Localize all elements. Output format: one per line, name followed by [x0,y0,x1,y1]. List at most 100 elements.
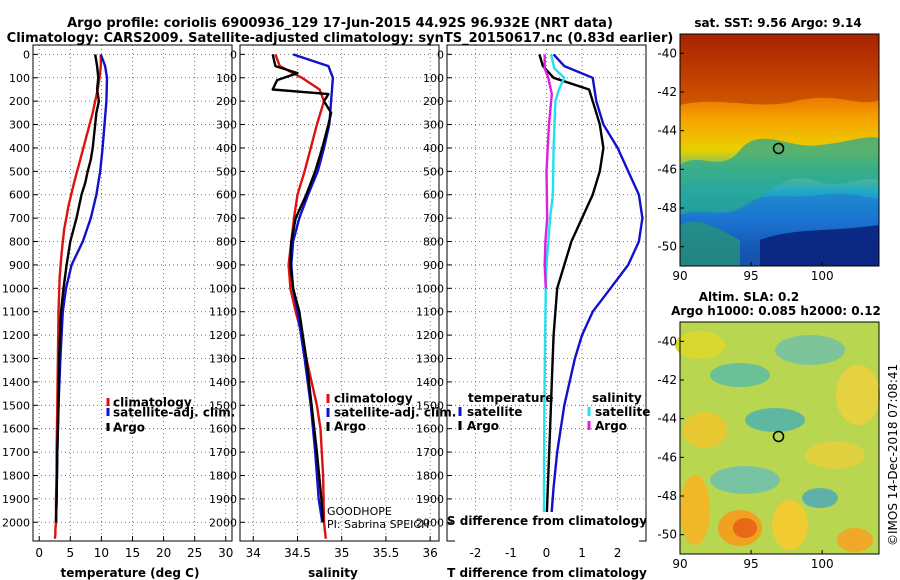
lat-tick-label: -50 [657,528,677,542]
y-tick-label: 600 [9,189,30,202]
legend-label-temperature-satellite: satellite [467,405,522,419]
lon-tick-label: 90 [672,269,687,283]
y-tick-label: 1800 [209,469,237,482]
y-tick-label: 700 [9,212,30,225]
temperature-series [53,53,109,539]
y-tick-label: 600 [216,189,237,202]
legend-label-satellite: satellite-adj. clim. [113,406,235,420]
x-tick-label: 34 [246,546,261,560]
y-tick-label: 0 [437,48,444,61]
y-tick-label: 400 [216,142,237,155]
legend-label-salinity-argo: Argo [595,419,627,433]
temperature-xlabel: temperature (deg C) [61,566,200,580]
x-tick-label: 34.5 [284,546,311,560]
temperature-legend: climatology satellite-adj. clim. Argo [106,396,235,435]
salinity-grid [240,45,439,541]
y-tick-label: 300 [9,119,30,132]
temperature-grid [33,45,232,541]
temperature-y-ticks: 0 100 200 300 400 500 600 700 800 900 1000 1100 1200… [2,48,38,529]
y-tick-label: 1700 [2,446,30,459]
y-tick-label: 700 [216,212,237,225]
x-tick-label: -1 [505,546,517,560]
sla-map-panel: Altim. SLA: 0.2 Argo h1000: 0.085 h2000:… [657,290,881,571]
y-tick-label: 1900 [209,493,237,506]
y-tick-label: 1600 [209,423,237,436]
salinity-axes-frame [239,44,440,542]
series-line [271,54,333,523]
salinity-series [271,53,335,539]
lat-tick-label: -50 [657,240,677,254]
sla-blob [683,412,727,448]
sla-blob [836,365,880,425]
y-tick-label: 1200 [209,329,237,342]
sst-warm-region [680,34,879,105]
y-tick-label: 500 [423,165,444,178]
y-tick-label: 2000 [416,516,444,529]
y-tick-label: 500 [9,165,30,178]
y-tick-label: 1300 [209,353,237,366]
legend-label-climatology: climatology [113,396,192,410]
lat-tick-label: -44 [657,412,677,426]
y-tick-label: 1600 [2,423,30,436]
sst-green-patch [680,221,740,266]
sla-blob [802,488,838,508]
series-line [543,54,553,289]
difference-panel: 0100200300400500600700800900100011001200… [416,44,650,580]
sst-lat-ticks: -40 -42 -44 -46 -48 -50 [657,46,684,254]
y-tick-label: 1500 [416,399,444,412]
series-line [548,53,644,523]
x-tick-label: 20 [156,546,171,560]
y-tick-label: 1000 [209,282,237,295]
y-tick-label: 1800 [2,469,30,482]
sla-map-frame [679,321,880,555]
sla-map-blobs [675,331,880,552]
sla-lat-ticks: -40 -42 -44 -46 -48 -50 [657,334,684,542]
lat-tick-label: -46 [657,162,677,176]
lon-tick-label: 95 [743,557,758,571]
difference-series [538,53,644,523]
y-tick-label: 0 [230,48,237,61]
sla-blob [710,466,780,494]
y-tick-label: 1700 [209,446,237,459]
y-tick-label: 300 [216,119,237,132]
y-tick-label: 100 [216,72,237,85]
x-tick-label: 2 [614,546,622,560]
y-tick-label: 700 [423,212,444,225]
sst-map-title: sat. SST: 9.56 Argo: 9.14 [694,16,861,30]
y-tick-label: 1900 [416,493,444,506]
lat-tick-label: -42 [657,85,677,99]
sla-blob [775,335,845,365]
y-tick-label: 1900 [2,493,30,506]
temperature-panel: 0100200300400500600700800900100011001200… [2,44,235,580]
imos-credit: ©IMOS 14-Dec-2018 07:08:41 [886,363,900,546]
salinity-xlabel: salinity [308,566,358,580]
x-tick-label: 10 [94,546,109,560]
lat-tick-label: -44 [657,124,677,138]
pi-label: PI: Sabrina SPEICH [327,518,429,531]
y-tick-label: 1300 [2,353,30,366]
y-tick-label: 500 [216,165,237,178]
lon-tick-label: 90 [672,557,687,571]
s-axis-background [455,512,639,542]
x-tick-label: 25 [187,546,202,560]
y-tick-label: 1100 [416,306,444,319]
x-tick-label: 5 [66,546,74,560]
lat-tick-label: -48 [657,201,677,215]
x-tick-label: 1 [578,546,586,560]
legend-label-argo: Argo [334,420,366,434]
y-tick-label: 800 [9,236,30,249]
argo-position-marker [772,142,785,155]
legend-title-temperature: temperature [468,391,553,405]
y-tick-label: 1100 [209,306,237,319]
difference-xlabel: T difference from climatology [447,566,647,580]
legend-label-salinity-satellite: satellite [595,405,650,419]
difference-y-ticks: 0 100 200 300 400 500 600 700 800 900 1000 1100 1200… [416,48,452,529]
x-tick-label: 30 [218,546,233,560]
sst-lon-ticks: 90 95 100 [672,262,834,283]
sla-blob [680,475,710,545]
x-tick-label: 0 [35,546,43,560]
lon-tick-label: 100 [811,557,834,571]
lat-tick-label: -48 [657,489,677,503]
y-tick-label: 400 [423,142,444,155]
